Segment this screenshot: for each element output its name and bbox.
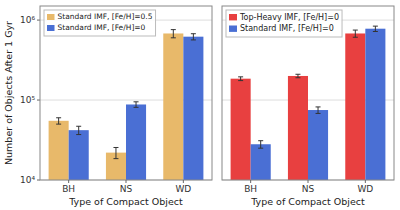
legend-box [226, 10, 342, 37]
plot-frame [40, 6, 212, 180]
plot-area [222, 6, 394, 180]
x-tick-label: NS [120, 184, 133, 194]
x-tick [308, 180, 309, 183]
error-bar [373, 26, 378, 31]
plot-area [40, 6, 212, 180]
legend-label: Standard IMF, [Fe/H]=0 [58, 23, 146, 32]
y-tick-label: 10⁴ [20, 175, 35, 185]
y-tick-label: 10⁶ [20, 15, 35, 25]
error-bar [56, 118, 61, 124]
legend-swatch [47, 25, 55, 31]
x-tick-label: BH [244, 184, 257, 194]
bar [163, 33, 183, 180]
y-axis-label: Number of Objects After 1 Gyr [3, 21, 14, 165]
error-bar [171, 30, 176, 38]
bar [126, 104, 146, 180]
marks [49, 30, 204, 180]
x-tick [365, 180, 366, 183]
error-bar [76, 126, 81, 134]
bar [231, 79, 251, 180]
bar [183, 37, 203, 180]
legend-label: Top-Heavy IMF, [Fe/H]=0 [239, 13, 339, 22]
bar [365, 29, 385, 180]
x-tick-label: BH [62, 184, 75, 194]
marks [231, 26, 386, 180]
bar [49, 121, 69, 180]
error-bar [191, 34, 196, 40]
bar [345, 33, 365, 180]
legend-swatch [229, 14, 237, 20]
chart: 10⁴ 10⁵ 10⁶ BH NS WD Type of Compact Object Num… [0, 0, 400, 210]
x-axis-label: Type of Compact Object [68, 196, 183, 207]
x-tick-label: WD [175, 184, 191, 194]
legend-swatch [229, 26, 237, 32]
error-bar [113, 147, 118, 158]
error-bar [134, 102, 139, 108]
x-tick-label: NS [302, 184, 315, 194]
x-tick [126, 180, 127, 183]
plot-frame [222, 6, 394, 180]
x-tick [250, 180, 251, 183]
bar [69, 130, 89, 180]
error-bar [238, 77, 243, 81]
legend-label: Standard IMF, [Fe/H]=0 [240, 24, 334, 33]
error-bar [316, 107, 321, 114]
bar [251, 144, 271, 180]
legend-box [44, 10, 156, 36]
bar [308, 110, 328, 180]
y-tick-label: 10⁵ [20, 95, 35, 105]
error-bar [295, 74, 300, 77]
x-axis-label: Type of Compact Object [250, 196, 365, 207]
legend: Top-Heavy IMF, [Fe/H]=0 Standard IMF, [Fe… [226, 10, 342, 37]
error-bar [353, 30, 358, 37]
panel: 10⁴ 10⁵ 10⁶ BH NS WD Type of Compact Object Num… [3, 6, 213, 207]
legend-swatch [47, 14, 55, 20]
bar [288, 76, 308, 180]
x-tick [183, 180, 184, 183]
error-bar [258, 141, 263, 148]
panel: BH NS WD Type of Compact Object Top-Heavy IM… [222, 6, 394, 207]
legend-label: Standard IMF, [Fe/H]=0.5 [58, 12, 153, 21]
x-tick [68, 180, 69, 183]
legend: Standard IMF, [Fe/H]=0.5 Standard IMF, [F… [44, 10, 156, 36]
x-tick-label: WD [357, 184, 373, 194]
